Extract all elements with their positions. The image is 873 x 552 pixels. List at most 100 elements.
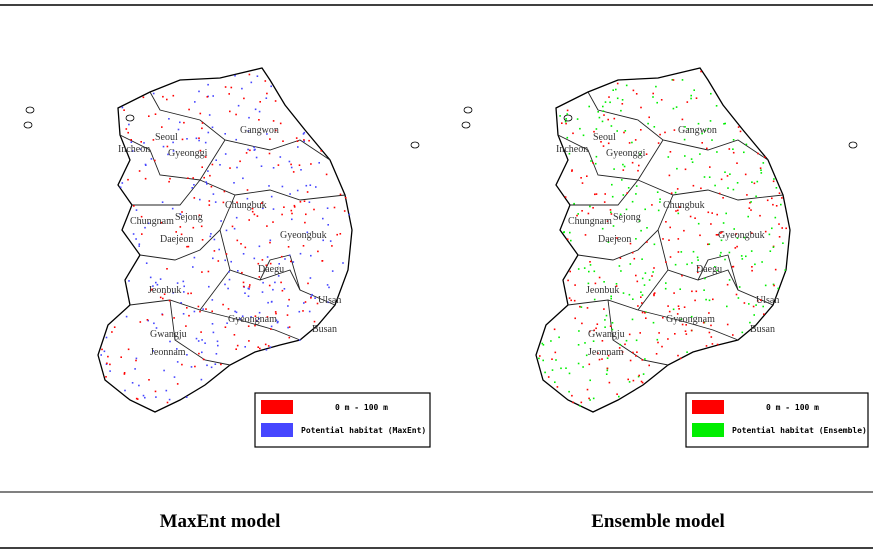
habitat-pixel <box>606 369 609 372</box>
habitat-pixel <box>613 168 615 170</box>
habitat-pixel <box>589 399 591 401</box>
habitat-pixel <box>580 306 583 308</box>
habitat-pixel <box>186 138 188 140</box>
habitat-pixel <box>197 305 200 308</box>
habitat-pixel <box>565 367 567 369</box>
habitat-pixel <box>198 214 201 217</box>
habitat-pixel <box>764 156 766 158</box>
habitat-pixel <box>248 219 250 221</box>
habitat-pixel <box>270 195 273 198</box>
habitat-pixel <box>644 272 647 274</box>
habitat-pixel <box>192 177 194 179</box>
habitat-pixel <box>217 260 220 262</box>
habitat-pixel <box>262 281 264 284</box>
habitat-pixel <box>645 153 648 155</box>
province-border <box>577 194 674 261</box>
habitat-pixel <box>607 118 609 121</box>
habitat-pixel <box>204 156 207 158</box>
habitat-pixel <box>568 297 571 299</box>
habitat-pixel <box>151 288 153 291</box>
habitat-pixel <box>168 299 171 302</box>
habitat-pixel <box>629 242 632 245</box>
habitat-pixel <box>641 258 643 260</box>
habitat-pixel <box>719 254 721 257</box>
habitat-pixel <box>659 198 661 200</box>
habitat-pixel <box>264 343 267 346</box>
habitat-pixel <box>748 207 751 209</box>
habitat-pixel <box>741 331 744 334</box>
habitat-pixel <box>676 313 679 315</box>
habitat-pixel <box>318 162 320 164</box>
habitat-pixel <box>696 256 699 259</box>
habitat-pixel <box>331 270 334 272</box>
habitat-pixel <box>781 197 783 199</box>
habitat-pixel <box>676 167 678 170</box>
habitat-pixel <box>166 268 168 270</box>
habitat-pixel <box>743 236 746 239</box>
habitat-pixel <box>278 263 280 265</box>
habitat-pixel <box>105 363 108 365</box>
habitat-pixel <box>325 173 328 176</box>
habitat-pixel <box>308 310 311 313</box>
habitat-pixel <box>300 169 302 171</box>
habitat-pixel <box>308 201 311 203</box>
habitat-pixel <box>235 348 237 350</box>
habitat-pixel <box>755 195 757 198</box>
habitat-pixel <box>187 245 190 248</box>
habitat-pixel <box>193 310 196 313</box>
habitat-pixel <box>139 148 142 151</box>
region-label: Seoul <box>155 132 178 143</box>
habitat-pixel <box>628 381 631 383</box>
habitat-pixel <box>194 101 196 103</box>
habitat-pixel <box>155 396 157 398</box>
habitat-pixel <box>659 201 661 203</box>
habitat-pixel <box>198 352 200 355</box>
habitat-pixel <box>165 389 168 392</box>
habitat-pixel <box>739 130 742 133</box>
region-label: Gwangju <box>150 329 187 340</box>
habitat-pixel <box>679 288 681 290</box>
habitat-pixel <box>722 197 724 199</box>
habitat-pixel <box>778 236 781 238</box>
habitat-pixel <box>287 326 289 329</box>
habitat-pixel <box>201 351 203 354</box>
habitat-pixel <box>144 163 147 166</box>
habitat-pixel <box>580 401 583 404</box>
habitat-pixel <box>693 89 695 91</box>
habitat-pixel <box>271 300 273 303</box>
habitat-pixel <box>146 319 149 321</box>
habitat-pixel <box>212 193 215 195</box>
habitat-pixel <box>762 162 765 164</box>
habitat-pixel <box>155 281 157 284</box>
habitat-pixel <box>190 366 193 368</box>
habitat-pixel <box>213 250 216 252</box>
habitat-pixel <box>674 191 677 194</box>
habitat-pixel <box>597 111 599 113</box>
legend-label: Potential habitat (Ensemble) <box>732 425 867 435</box>
habitat-pixel <box>214 201 217 203</box>
habitat-pixel <box>584 342 586 344</box>
habitat-pixel <box>144 177 147 180</box>
habitat-pixel <box>635 355 637 357</box>
habitat-pixel <box>144 226 146 229</box>
habitat-pixel <box>775 187 778 189</box>
habitat-pixel <box>581 210 583 212</box>
habitat-pixel <box>589 379 591 382</box>
habitat-pixel <box>620 109 622 112</box>
habitat-pixel <box>270 85 272 88</box>
region-label: Ulsan <box>318 295 341 306</box>
habitat-pixel <box>227 308 230 310</box>
habitat-pixel <box>128 123 130 126</box>
habitat-pixel <box>258 245 261 248</box>
habitat-pixel <box>691 262 693 264</box>
habitat-pixel <box>305 213 307 216</box>
habitat-pixel <box>595 327 597 330</box>
habitat-pixel <box>601 120 604 123</box>
habitat-pixel <box>258 276 261 278</box>
habitat-pixel <box>154 390 157 393</box>
habitat-pixel <box>656 101 658 104</box>
habitat-pixel <box>640 229 642 232</box>
habitat-pixel <box>235 311 238 314</box>
habitat-pixel <box>628 293 631 296</box>
habitat-pixel <box>669 226 671 229</box>
